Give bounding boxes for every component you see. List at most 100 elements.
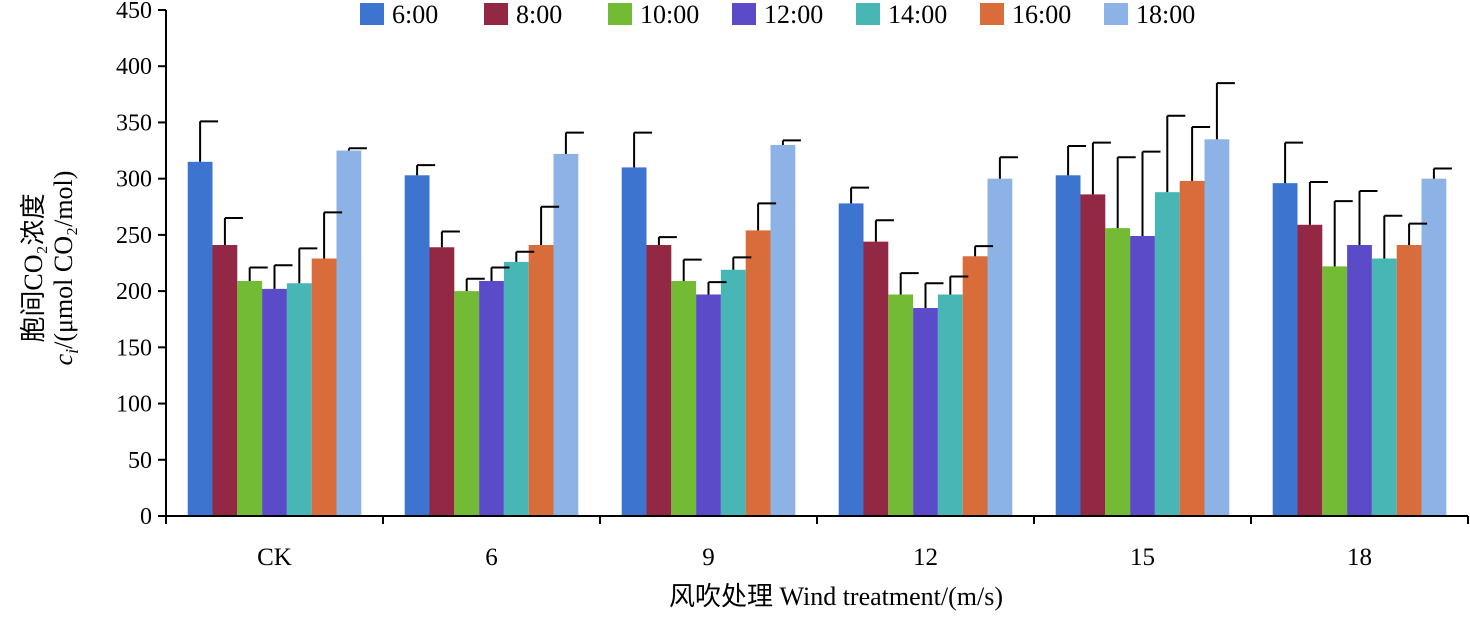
error-bar-600-15 (1067, 145, 1087, 176)
legend-swatch (360, 3, 384, 25)
bar-1600-12 (962, 256, 988, 516)
bar-1000-12 (888, 294, 914, 516)
error-bar-1000-15 (1116, 156, 1136, 229)
bar-1000-CK (237, 280, 263, 516)
error-bar-600-18 (1284, 141, 1304, 184)
bar-1400-6 (503, 261, 529, 516)
x-category-label: CK (257, 544, 292, 571)
error-bar-800-15 (1091, 141, 1111, 195)
bar-1000-6 (454, 291, 480, 516)
axes-layer (165, 10, 1469, 524)
bars-layer (187, 139, 1447, 517)
x-category-label: 18 (1347, 544, 1372, 571)
bar-1800-9 (770, 144, 796, 516)
legend-label: 8:00 (516, 0, 562, 29)
error-bar-800-12 (874, 219, 894, 242)
legend-label: 6:00 (392, 0, 438, 29)
legend-swatch (484, 3, 508, 25)
legend-label: 10:00 (640, 0, 699, 29)
bar-800-18 (1297, 224, 1323, 516)
y-tick-label: 50 (128, 448, 152, 474)
error-bar-1400-CK (298, 247, 318, 284)
y-axis-title-line2: ci/(μmol CO₂/mol) (49, 171, 82, 366)
bar-600-15 (1055, 175, 1081, 517)
error-bar-1200-12 (924, 282, 944, 308)
error-bar-600-6 (416, 164, 436, 176)
error-bar-1000-CK (248, 266, 268, 281)
bar-1000-18 (1322, 266, 1348, 516)
bar-1600-9 (745, 230, 771, 516)
bar-1400-18 (1371, 258, 1397, 516)
legend-item-1200: 12:00 (732, 0, 823, 29)
error-bar-1800-18 (1432, 167, 1452, 179)
x-categories-layer: CK 6 9 12 15 18 (257, 544, 1372, 571)
legend-swatch (732, 3, 756, 25)
bar-1200-12 (913, 307, 938, 516)
error-bar-800-CK (223, 217, 243, 246)
legend-label: 18:00 (1136, 0, 1195, 29)
bar-1000-15 (1105, 228, 1131, 516)
bar-800-15 (1080, 194, 1106, 516)
bar-1800-CK (336, 150, 362, 516)
error-bar-1200-6 (490, 266, 510, 281)
bar-800-9 (646, 245, 672, 516)
y-tick-label: 150 (116, 335, 152, 361)
bar-1600-CK (311, 258, 337, 516)
error-bar-1800-15 (1215, 82, 1235, 140)
bar-1800-12 (987, 178, 1013, 517)
bar-800-CK (212, 245, 238, 516)
error-bar-600-9 (633, 131, 653, 168)
bar-600-9 (621, 167, 647, 517)
bar-600-CK (187, 161, 213, 517)
error-bar-1600-9 (757, 202, 777, 231)
bar-1800-18 (1421, 178, 1447, 517)
y-tick-label: 100 (116, 392, 152, 418)
x-category-label: 15 (1130, 544, 1155, 571)
y-tick-label: 400 (116, 54, 152, 80)
error-bar-1800-6 (564, 131, 584, 154)
legend-label: 16:00 (1012, 0, 1071, 29)
bar-1200-9 (696, 294, 721, 516)
bar-1400-CK (286, 283, 312, 516)
y-axis-title: 胞间CO₂浓度 ci/(μmol CO₂/mol) (19, 171, 82, 366)
bar-1400-12 (937, 294, 963, 516)
legend-item-1400: 14:00 (856, 0, 947, 29)
y-tick-label: 300 (116, 167, 152, 193)
bar-1400-15 (1154, 192, 1180, 516)
bar-1200-6 (479, 280, 504, 516)
error-bar-800-6 (440, 230, 460, 248)
error-bar-1400-12 (949, 275, 969, 295)
error-bar-1400-9 (732, 256, 752, 270)
error-bar-1000-18 (1333, 200, 1353, 267)
legend-swatch (856, 3, 880, 25)
error-bar-1600-18 (1408, 222, 1428, 246)
error-bar-1000-12 (899, 272, 919, 295)
x-category-label: 12 (913, 544, 938, 571)
y-tick-label: 450 (116, 0, 152, 24)
y-tick-label: 0 (140, 504, 152, 530)
error-bar-1400-6 (515, 250, 535, 262)
legend-swatch (608, 3, 632, 25)
error-bar-1600-CK (323, 211, 343, 259)
bar-1200-15 (1130, 236, 1155, 516)
bar-1800-6 (553, 153, 579, 516)
error-bar-1200-CK (273, 264, 293, 289)
y-tick-label: 350 (116, 110, 152, 136)
legend-item-1000: 10:00 (608, 0, 699, 29)
error-bar-1200-18 (1358, 190, 1378, 246)
bar-1600-18 (1396, 245, 1422, 516)
legend-swatch (980, 3, 1004, 25)
legend: 6:00 8:00 10:00 12:00 14:00 16:00 18:00 (360, 0, 1195, 29)
error-bar-1800-CK (347, 147, 367, 151)
error-bar-800-18 (1308, 181, 1328, 225)
legend-item-600: 6:00 (360, 0, 438, 29)
legend-label: 12:00 (764, 0, 823, 29)
error-bar-1600-12 (974, 245, 994, 257)
error-bar-600-12 (850, 186, 870, 204)
error-bar-800-9 (657, 236, 677, 246)
error-bar-1000-6 (465, 277, 485, 292)
error-bars-layer (199, 82, 1452, 308)
legend-item-800: 8:00 (484, 0, 562, 29)
